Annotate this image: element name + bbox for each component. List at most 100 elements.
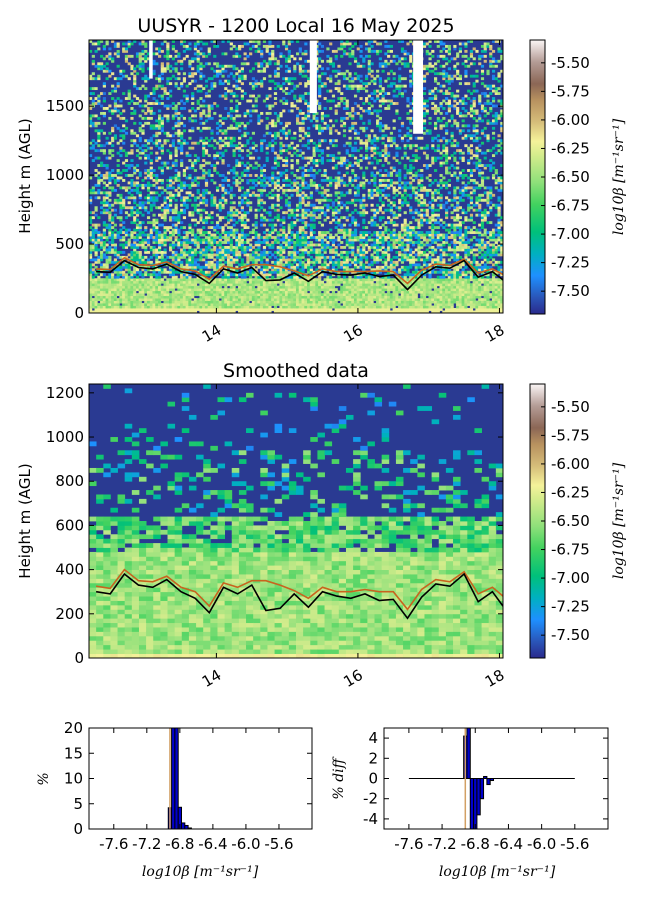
heatmap-cell (271, 181, 275, 185)
heatmap-cell (102, 99, 106, 103)
heatmap-cell (171, 231, 175, 234)
heatmap-cell (318, 310, 322, 313)
heatmap-cell (273, 121, 278, 125)
heatmap-cell (271, 228, 275, 232)
heatmap-cell (91, 159, 95, 163)
heatmap-cell (171, 300, 175, 304)
heatmap-cell (149, 174, 153, 177)
heatmap-cell (111, 109, 115, 113)
heatmap-cell (284, 310, 289, 313)
heatmap-cell (152, 201, 156, 205)
heatmap-cell (204, 92, 209, 95)
heatmap-cell (265, 290, 269, 294)
heatmap-cell (100, 129, 104, 133)
heatmap-cell (152, 278, 156, 282)
heatmap-cell (301, 283, 305, 287)
heatmap-cell (124, 74, 129, 78)
heatmap-cell (100, 62, 104, 66)
heatmap-cell (193, 52, 198, 56)
heatmap-cell (318, 64, 322, 68)
heatmap-cell (218, 129, 222, 133)
heatmap-cell (127, 102, 131, 105)
heatmap-cell (97, 295, 101, 299)
heatmap-cell (296, 154, 300, 158)
heatmap-cell (191, 126, 195, 130)
heatmap-cell (89, 176, 93, 180)
heatmap-cell (124, 241, 129, 244)
heatmap-cell (284, 273, 289, 277)
heatmap-cell (113, 223, 117, 227)
heatmap-cell (160, 149, 164, 153)
heatmap-cell (174, 203, 178, 207)
heatmap-cell (141, 233, 145, 237)
heatmap-cell (152, 248, 156, 252)
heatmap-cell (119, 193, 123, 197)
heatmap-cell (298, 268, 302, 272)
heatmap-cell (202, 149, 206, 153)
heatmap-cell (238, 280, 242, 284)
heatmap-cell (309, 241, 313, 244)
heatmap-cell (166, 131, 170, 135)
heatmap-cell (224, 223, 228, 227)
heatmap-cell (127, 213, 131, 217)
heatmap-cell (318, 87, 322, 91)
heatmap-cell (174, 121, 178, 125)
heatmap-cell (177, 283, 181, 287)
heatmap-cell (276, 288, 280, 292)
heatmap-cell (141, 69, 145, 73)
heatmap-cell (97, 238, 101, 242)
heatmap-cell (318, 250, 322, 254)
heatmap-cell (282, 273, 286, 277)
heatmap-cell (315, 149, 319, 153)
heatmap-cell (163, 208, 167, 212)
heatmap-cell (138, 310, 142, 313)
heatmap-cell (105, 183, 109, 187)
heatmap-cell (284, 159, 289, 163)
heatmap-cell (304, 305, 308, 309)
heatmap-cell (122, 310, 126, 313)
heatmap-cell (290, 104, 294, 108)
heatmap-cell (326, 231, 330, 234)
heatmap-cell (287, 283, 291, 287)
heatmap-cell (177, 193, 181, 197)
heatmap-cell (146, 198, 151, 202)
heatmap-cell (262, 300, 267, 304)
heatmap-cell (246, 174, 250, 177)
heatmap-cell (144, 208, 148, 212)
heatmap-cell (191, 290, 195, 294)
heatmap-cell (207, 144, 211, 148)
heatmap-cell (265, 94, 269, 98)
heatmap-cell (312, 169, 316, 172)
heatmap-cell (158, 275, 162, 279)
heatmap-cell (174, 104, 178, 108)
heatmap-cell (240, 263, 244, 267)
heatmap-cell (202, 104, 206, 108)
heatmap-cell (320, 305, 324, 309)
heatmap-cell (102, 203, 106, 207)
heatmap-cell (320, 308, 324, 311)
heatmap-cell (180, 280, 184, 284)
heatmap-cell (262, 139, 267, 143)
heatmap-cell (177, 121, 181, 125)
heatmap-cell (180, 149, 184, 153)
heatmap-cell (169, 94, 173, 98)
heatmap-cell (113, 300, 117, 304)
heatmap-cell (290, 171, 294, 175)
heatmap-cell (191, 79, 195, 83)
heatmap-cell (218, 303, 222, 306)
heatmap-cell (271, 275, 275, 279)
heatmap-cell (287, 275, 291, 279)
heatmap-cell (171, 268, 175, 272)
heatmap-cell (296, 285, 300, 289)
heatmap-cell (215, 250, 220, 254)
heatmap-cell (224, 280, 228, 284)
heatmap-cell (119, 77, 123, 81)
heatmap-cell (271, 270, 275, 274)
heatmap-cell (177, 141, 181, 145)
heatmap-cell (284, 278, 289, 282)
heatmap-cell (273, 62, 278, 66)
heatmap-cell (94, 42, 98, 46)
heatmap-cell (210, 216, 214, 220)
heatmap-cell (246, 248, 250, 252)
heatmap-cell (124, 295, 129, 299)
